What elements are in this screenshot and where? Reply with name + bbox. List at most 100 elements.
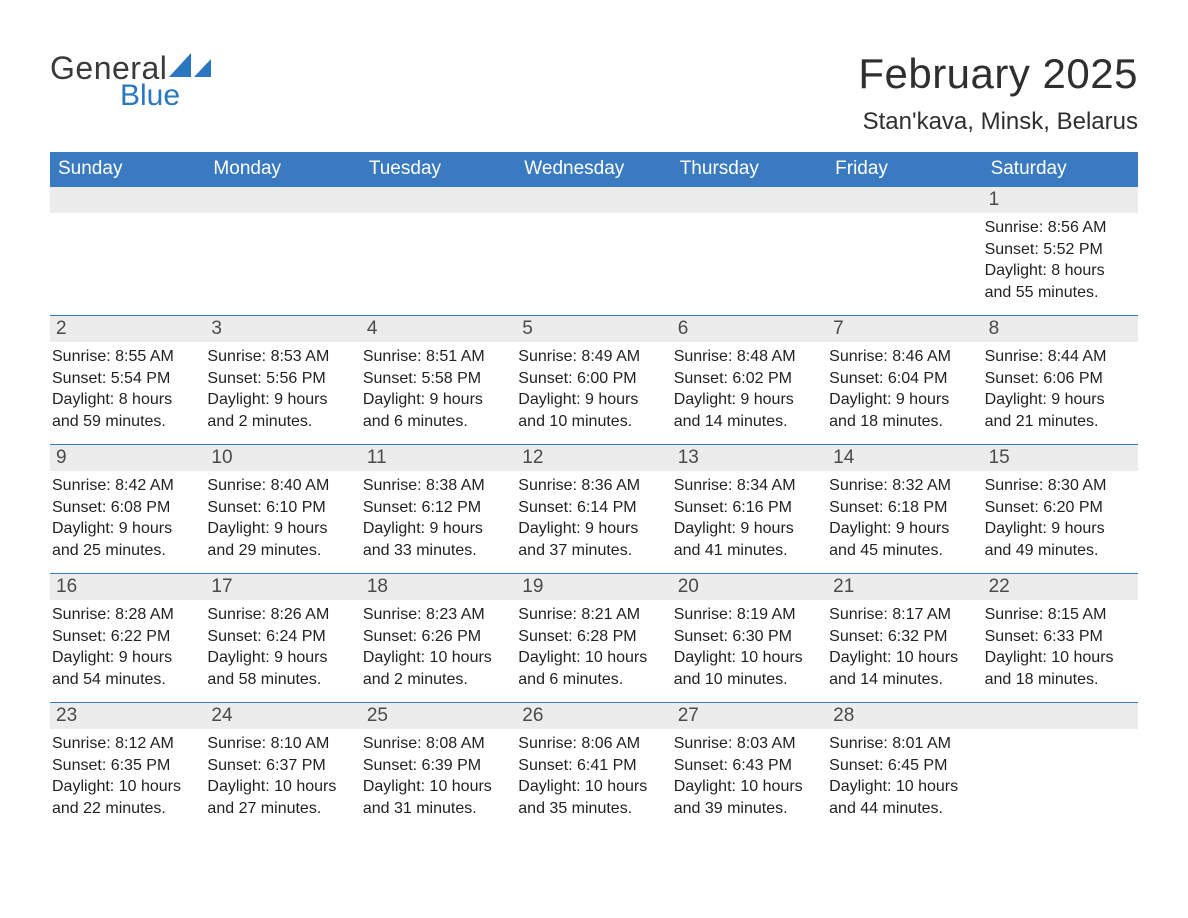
daylight-line: Daylight: 10 hours and 14 minutes.	[829, 647, 978, 690]
weekday-header: Friday	[827, 152, 982, 186]
daylight-line: Daylight: 9 hours and 21 minutes.	[985, 389, 1134, 432]
sunrise-line: Sunrise: 8:36 AM	[518, 475, 667, 497]
day-content: Sunrise: 8:17 AMSunset: 6:32 PMDaylight:…	[827, 600, 982, 694]
calendar-empty-cell	[983, 703, 1138, 831]
day-number: 18	[361, 574, 516, 600]
day-number: 19	[516, 574, 671, 600]
daylight-line: Daylight: 9 hours and 58 minutes.	[207, 647, 356, 690]
day-content: Sunrise: 8:34 AMSunset: 6:16 PMDaylight:…	[672, 471, 827, 565]
day-content: Sunrise: 8:23 AMSunset: 6:26 PMDaylight:…	[361, 600, 516, 694]
day-content: Sunrise: 8:32 AMSunset: 6:18 PMDaylight:…	[827, 471, 982, 565]
sunrise-line: Sunrise: 8:26 AM	[207, 604, 356, 626]
calendar-day: 13Sunrise: 8:34 AMSunset: 6:16 PMDayligh…	[672, 445, 827, 573]
day-number: 13	[672, 445, 827, 471]
calendar-day: 16Sunrise: 8:28 AMSunset: 6:22 PMDayligh…	[50, 574, 205, 702]
daylight-line: Daylight: 9 hours and 54 minutes.	[52, 647, 201, 690]
daylight-line: Daylight: 10 hours and 44 minutes.	[829, 776, 978, 819]
sunset-line: Sunset: 5:54 PM	[52, 368, 201, 390]
calendar-day: 25Sunrise: 8:08 AMSunset: 6:39 PMDayligh…	[361, 703, 516, 831]
sunrise-line: Sunrise: 8:34 AM	[674, 475, 823, 497]
day-number: 22	[983, 574, 1138, 600]
daylight-line: Daylight: 9 hours and 2 minutes.	[207, 389, 356, 432]
day-content: Sunrise: 8:28 AMSunset: 6:22 PMDaylight:…	[50, 600, 205, 694]
sunset-line: Sunset: 5:52 PM	[985, 239, 1134, 261]
sunset-line: Sunset: 6:22 PM	[52, 626, 201, 648]
day-content: Sunrise: 8:49 AMSunset: 6:00 PMDaylight:…	[516, 342, 671, 436]
calendar-day: 28Sunrise: 8:01 AMSunset: 6:45 PMDayligh…	[827, 703, 982, 831]
sunset-line: Sunset: 6:08 PM	[52, 497, 201, 519]
sunrise-line: Sunrise: 8:01 AM	[829, 733, 978, 755]
calendar-day: 19Sunrise: 8:21 AMSunset: 6:28 PMDayligh…	[516, 574, 671, 702]
calendar-day: 9Sunrise: 8:42 AMSunset: 6:08 PMDaylight…	[50, 445, 205, 573]
sunset-line: Sunset: 6:43 PM	[674, 755, 823, 777]
day-number: 1	[983, 187, 1138, 213]
day-number: 2	[50, 316, 205, 342]
day-content: Sunrise: 8:53 AMSunset: 5:56 PMDaylight:…	[205, 342, 360, 436]
sunrise-line: Sunrise: 8:55 AM	[52, 346, 201, 368]
calendar-empty-cell	[205, 187, 360, 315]
day-content: Sunrise: 8:38 AMSunset: 6:12 PMDaylight:…	[361, 471, 516, 565]
day-number: 23	[50, 703, 205, 729]
daylight-line: Daylight: 9 hours and 10 minutes.	[518, 389, 667, 432]
sunrise-line: Sunrise: 8:53 AM	[207, 346, 356, 368]
empty-day-bar	[361, 187, 516, 213]
empty-day-bar	[516, 187, 671, 213]
sunrise-line: Sunrise: 8:03 AM	[674, 733, 823, 755]
calendar-day: 8Sunrise: 8:44 AMSunset: 6:06 PMDaylight…	[983, 316, 1138, 444]
daylight-line: Daylight: 9 hours and 37 minutes.	[518, 518, 667, 561]
brand-word2: Blue	[120, 79, 213, 113]
sunset-line: Sunset: 6:30 PM	[674, 626, 823, 648]
day-content: Sunrise: 8:44 AMSunset: 6:06 PMDaylight:…	[983, 342, 1138, 436]
sunrise-line: Sunrise: 8:28 AM	[52, 604, 201, 626]
daylight-line: Daylight: 9 hours and 18 minutes.	[829, 389, 978, 432]
daylight-line: Daylight: 9 hours and 33 minutes.	[363, 518, 512, 561]
empty-day-bar	[205, 187, 360, 213]
sunset-line: Sunset: 5:56 PM	[207, 368, 356, 390]
sunrise-line: Sunrise: 8:30 AM	[985, 475, 1134, 497]
calendar-week: 1Sunrise: 8:56 AMSunset: 5:52 PMDaylight…	[50, 186, 1138, 315]
day-number: 6	[672, 316, 827, 342]
sunset-line: Sunset: 6:33 PM	[985, 626, 1134, 648]
daylight-line: Daylight: 9 hours and 45 minutes.	[829, 518, 978, 561]
day-content: Sunrise: 8:48 AMSunset: 6:02 PMDaylight:…	[672, 342, 827, 436]
weekday-header: Wednesday	[516, 152, 671, 186]
day-content: Sunrise: 8:40 AMSunset: 6:10 PMDaylight:…	[205, 471, 360, 565]
sunset-line: Sunset: 6:26 PM	[363, 626, 512, 648]
day-content: Sunrise: 8:30 AMSunset: 6:20 PMDaylight:…	[983, 471, 1138, 565]
sunset-line: Sunset: 6:24 PM	[207, 626, 356, 648]
calendar-day: 14Sunrise: 8:32 AMSunset: 6:18 PMDayligh…	[827, 445, 982, 573]
calendar-day: 20Sunrise: 8:19 AMSunset: 6:30 PMDayligh…	[672, 574, 827, 702]
day-number: 3	[205, 316, 360, 342]
sunset-line: Sunset: 6:12 PM	[363, 497, 512, 519]
day-content: Sunrise: 8:36 AMSunset: 6:14 PMDaylight:…	[516, 471, 671, 565]
sunrise-line: Sunrise: 8:46 AM	[829, 346, 978, 368]
calendar: SundayMondayTuesdayWednesdayThursdayFrid…	[50, 152, 1138, 831]
sunrise-line: Sunrise: 8:32 AM	[829, 475, 978, 497]
day-content: Sunrise: 8:19 AMSunset: 6:30 PMDaylight:…	[672, 600, 827, 694]
calendar-day: 11Sunrise: 8:38 AMSunset: 6:12 PMDayligh…	[361, 445, 516, 573]
calendar-empty-cell	[672, 187, 827, 315]
calendar-day: 6Sunrise: 8:48 AMSunset: 6:02 PMDaylight…	[672, 316, 827, 444]
calendar-day: 3Sunrise: 8:53 AMSunset: 5:56 PMDaylight…	[205, 316, 360, 444]
calendar-empty-cell	[50, 187, 205, 315]
weekday-header: Saturday	[983, 152, 1138, 186]
sunset-line: Sunset: 6:18 PM	[829, 497, 978, 519]
calendar-weeks: 1Sunrise: 8:56 AMSunset: 5:52 PMDaylight…	[50, 186, 1138, 831]
day-content: Sunrise: 8:10 AMSunset: 6:37 PMDaylight:…	[205, 729, 360, 823]
sunrise-line: Sunrise: 8:19 AM	[674, 604, 823, 626]
day-content: Sunrise: 8:46 AMSunset: 6:04 PMDaylight:…	[827, 342, 982, 436]
day-content: Sunrise: 8:56 AMSunset: 5:52 PMDaylight:…	[983, 213, 1138, 307]
day-number: 25	[361, 703, 516, 729]
header-region: General Blue February 2025 Stan'kava, Mi…	[50, 50, 1138, 136]
calendar-day: 12Sunrise: 8:36 AMSunset: 6:14 PMDayligh…	[516, 445, 671, 573]
day-content: Sunrise: 8:21 AMSunset: 6:28 PMDaylight:…	[516, 600, 671, 694]
day-number: 21	[827, 574, 982, 600]
calendar-day: 26Sunrise: 8:06 AMSunset: 6:41 PMDayligh…	[516, 703, 671, 831]
sunset-line: Sunset: 6:28 PM	[518, 626, 667, 648]
page-title: February 2025	[858, 50, 1138, 98]
daylight-line: Daylight: 9 hours and 14 minutes.	[674, 389, 823, 432]
sunset-line: Sunset: 6:16 PM	[674, 497, 823, 519]
day-number: 9	[50, 445, 205, 471]
calendar-day: 10Sunrise: 8:40 AMSunset: 6:10 PMDayligh…	[205, 445, 360, 573]
calendar-day: 15Sunrise: 8:30 AMSunset: 6:20 PMDayligh…	[983, 445, 1138, 573]
